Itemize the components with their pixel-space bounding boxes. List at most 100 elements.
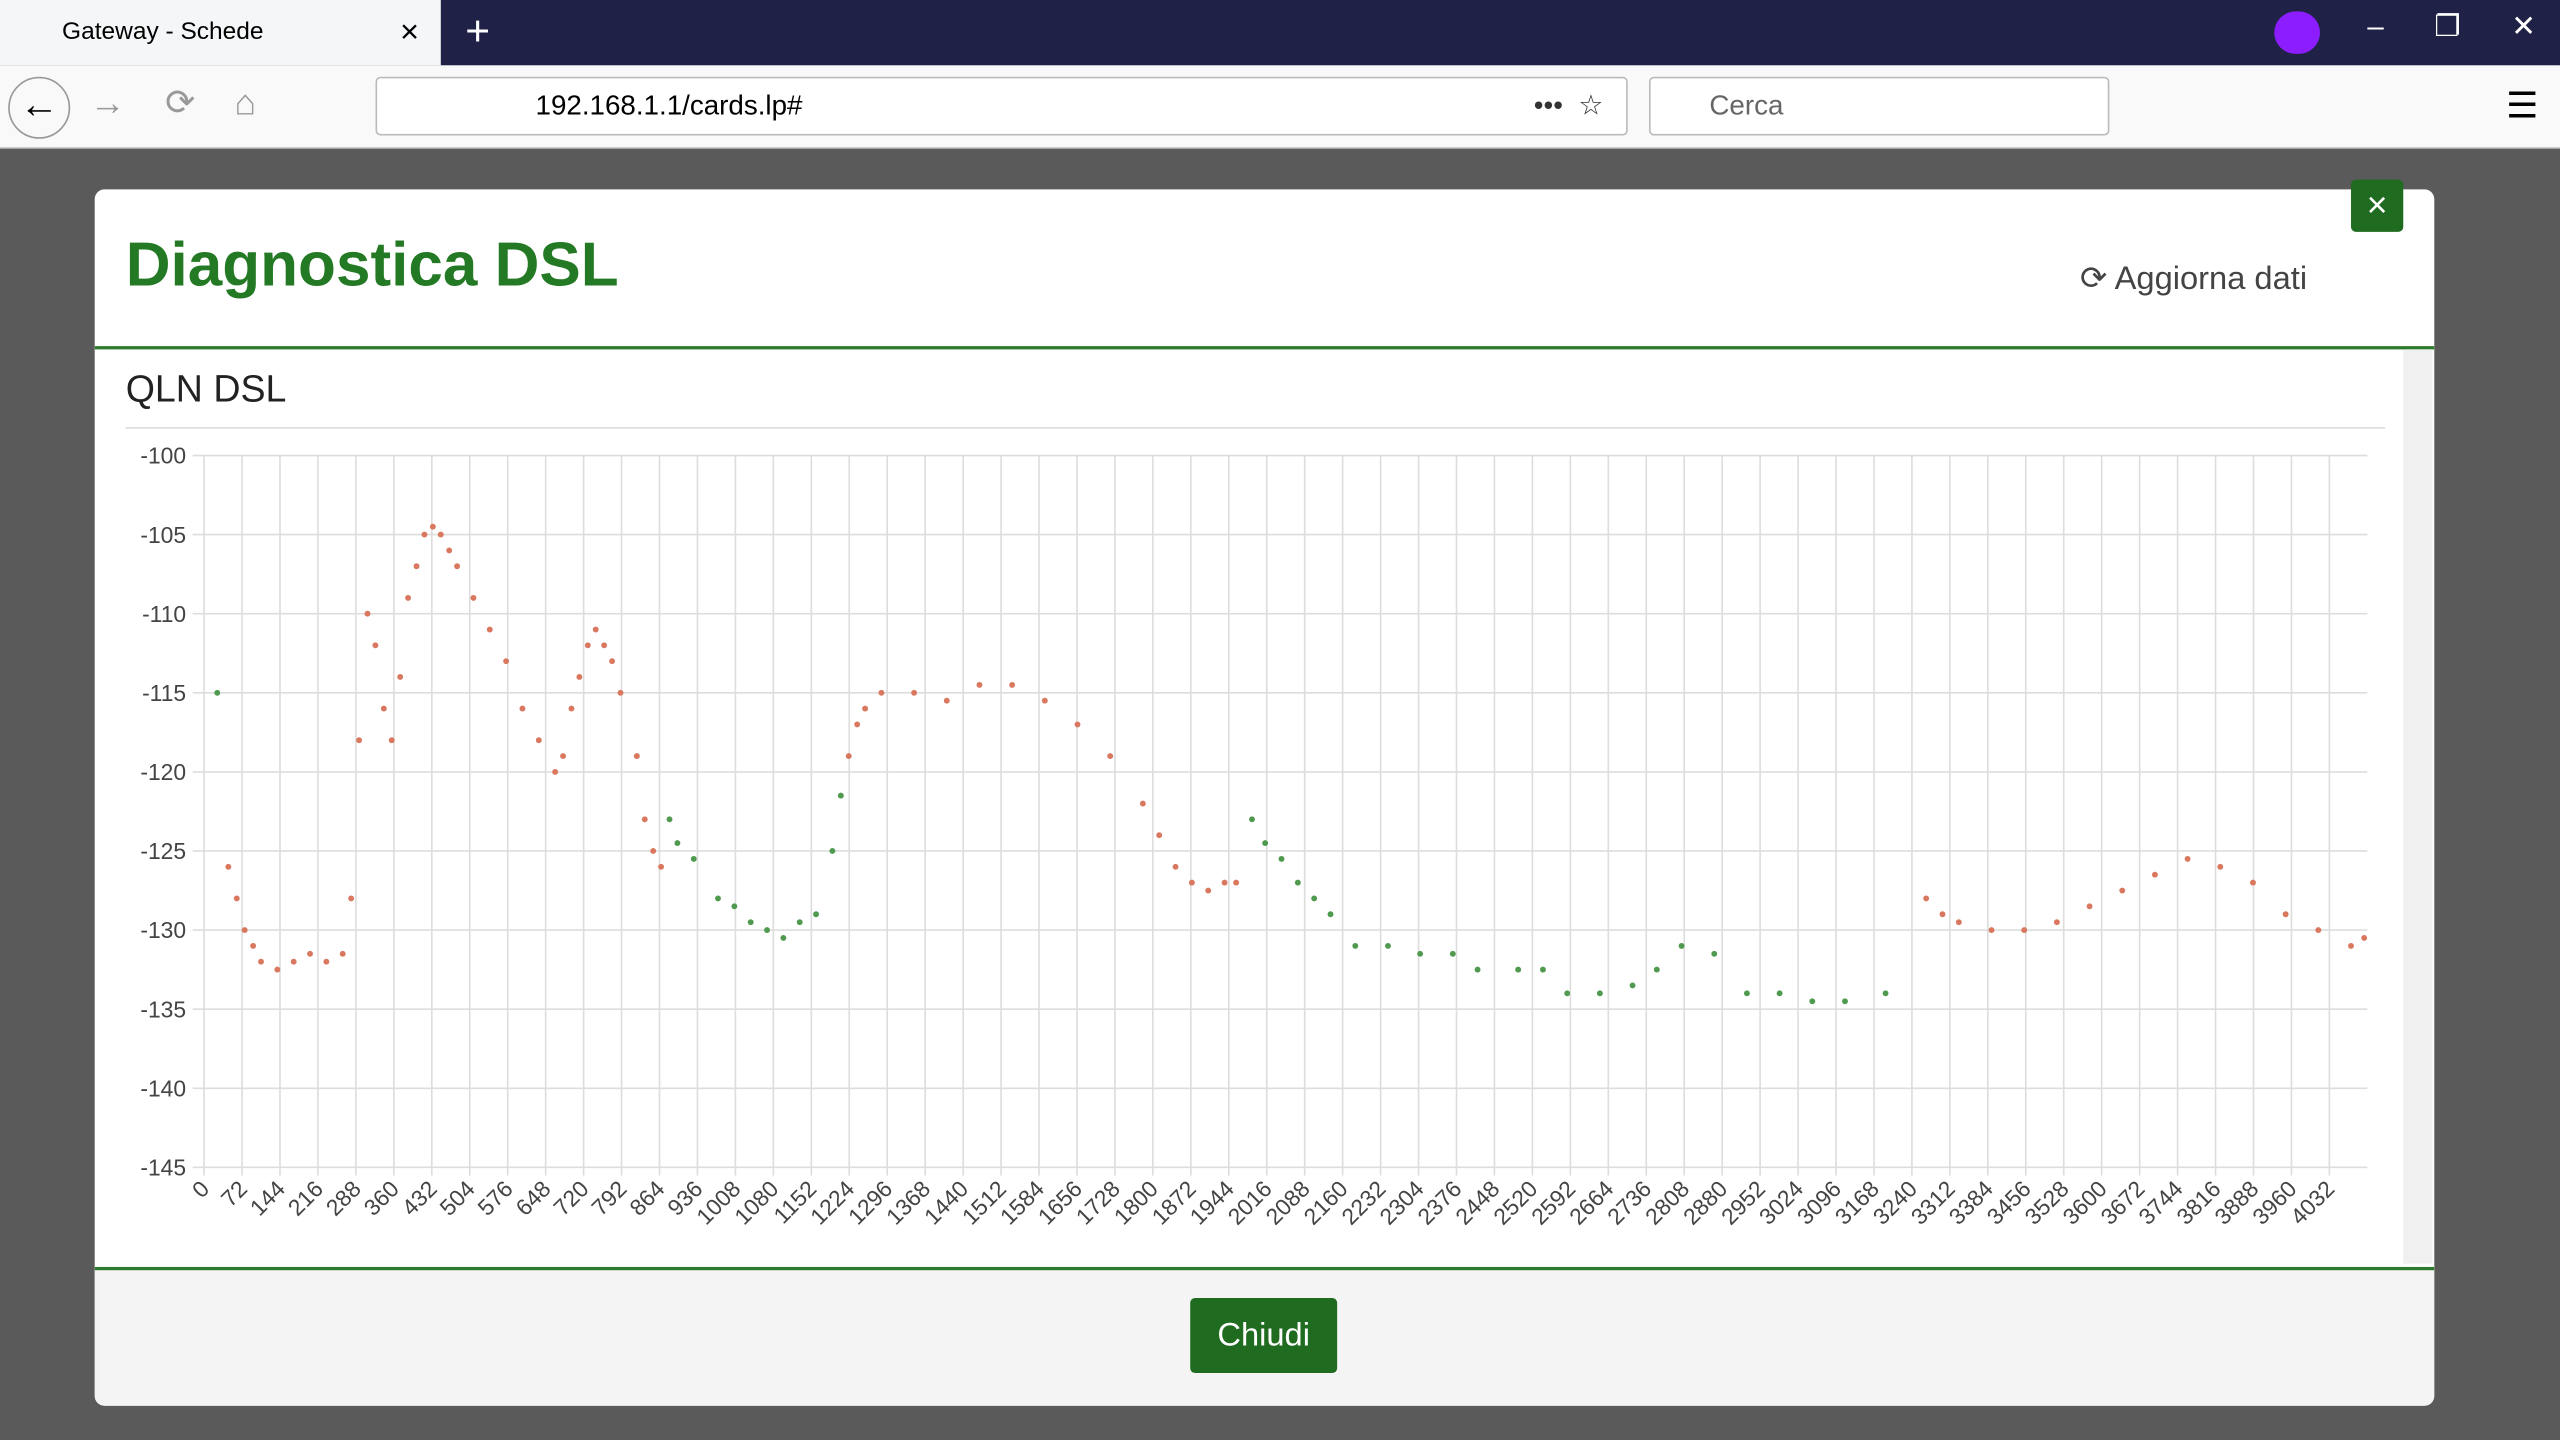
data-point — [486, 626, 493, 633]
data-point — [854, 721, 861, 728]
data-point — [1172, 863, 1179, 870]
data-point — [829, 848, 836, 854]
data-point — [1311, 895, 1318, 902]
data-point — [1596, 990, 1603, 997]
data-point — [2151, 871, 2158, 878]
data-point — [1107, 753, 1114, 760]
x-tick-label: 4032 — [2285, 1175, 2339, 1229]
x-tick-label: 360 — [359, 1175, 404, 1220]
refresh-label: Aggiorna dati — [2114, 261, 2308, 298]
data-point — [650, 848, 657, 854]
data-point — [609, 658, 616, 665]
modal-header: Diagnostica DSL ⟳ Aggiorna dati — [94, 189, 2435, 350]
nav-buttons[interactable]: → ⟳ ⌂ — [89, 81, 257, 123]
data-point — [1988, 927, 1995, 934]
search-bar[interactable]: Cerca — [1648, 76, 2110, 136]
modal-title: Diagnostica DSL — [125, 231, 619, 301]
data-point — [1629, 982, 1636, 989]
data-point — [446, 547, 453, 554]
data-point — [323, 958, 330, 965]
data-point — [2361, 935, 2368, 941]
data-point — [1009, 681, 1016, 688]
data-point — [1955, 919, 1962, 926]
data-point — [764, 927, 770, 934]
data-point — [813, 911, 819, 918]
x-tick-label: 720 — [548, 1175, 593, 1220]
data-point — [1262, 840, 1269, 847]
private-icon — [2274, 11, 2320, 54]
data-point — [2250, 879, 2256, 886]
data-point — [1882, 990, 1889, 997]
data-point — [943, 697, 950, 704]
modal-close-x[interactable]: × — [2351, 179, 2404, 232]
data-point — [633, 753, 640, 760]
x-tick-label: 792 — [586, 1175, 631, 1220]
y-tick-label: -110 — [142, 601, 186, 627]
data-point — [601, 642, 608, 649]
close-button[interactable]: Chiudi — [1190, 1297, 1338, 1374]
data-point — [2315, 927, 2322, 934]
data-point — [1249, 816, 1255, 823]
data-point — [250, 942, 257, 949]
x-tick-label: 144 — [245, 1175, 291, 1221]
data-point — [503, 658, 510, 665]
data-point — [690, 855, 697, 862]
data-point — [1678, 942, 1685, 949]
y-tick-label: -125 — [140, 838, 186, 864]
data-point — [2348, 942, 2354, 949]
data-point — [666, 816, 673, 823]
data-point — [878, 689, 885, 696]
back-button[interactable]: ← — [8, 76, 71, 139]
data-point — [617, 689, 624, 696]
data-point — [862, 705, 869, 712]
data-point — [405, 594, 412, 601]
data-point — [1939, 911, 1946, 918]
data-point — [241, 927, 248, 934]
data-point — [2086, 903, 2093, 910]
data-point — [356, 737, 362, 744]
refresh-button[interactable]: ⟳ Aggiorna dati — [2080, 261, 2308, 298]
y-tick-label: -105 — [140, 522, 186, 548]
data-point — [1278, 855, 1285, 862]
x-tick-label: 432 — [397, 1175, 442, 1220]
y-tick-label: -135 — [140, 996, 186, 1022]
data-point — [380, 705, 387, 712]
data-point — [1842, 998, 1848, 1005]
new-tab[interactable]: + — [465, 6, 491, 56]
data-point — [2119, 887, 2126, 894]
tab[interactable]: Gateway - Schede × — [0, 0, 441, 66]
data-point — [348, 895, 355, 902]
data-point — [1474, 966, 1481, 973]
url-bar[interactable]: 192.168.1.1/cards.lp# ••• ☆ — [375, 76, 1628, 136]
window-controls[interactable]: – ❐ ✕ — [2367, 9, 2536, 43]
data-point — [976, 681, 983, 688]
data-point — [592, 626, 599, 633]
data-point — [845, 753, 852, 760]
data-point — [674, 840, 681, 847]
tab-strip: Gateway - Schede × + – ❐ ✕ — [0, 0, 2560, 66]
y-tick-label: -130 — [140, 917, 186, 943]
menu-button[interactable]: ☰ — [2506, 84, 2539, 126]
search-placeholder: Cerca — [1709, 89, 1784, 121]
x-tick-label: 288 — [321, 1175, 366, 1220]
modal: Diagnostica DSL ⟳ Aggiorna dati Chiudi — [94, 189, 2435, 1406]
scrollbar[interactable] — [2403, 349, 2433, 1264]
data-point — [274, 966, 281, 973]
data-point — [2021, 927, 2028, 934]
data-point — [413, 563, 420, 570]
data-point — [1923, 895, 1930, 902]
data-point — [1743, 990, 1750, 997]
data-point — [1564, 990, 1571, 997]
x-tick-label: 216 — [283, 1175, 328, 1220]
data-point — [429, 523, 436, 530]
data-point — [560, 753, 566, 760]
data-point — [1074, 721, 1081, 728]
data-point — [1233, 879, 1240, 886]
data-point — [2184, 855, 2191, 862]
y-tick-label: -145 — [140, 1155, 186, 1181]
y-tick-label: -120 — [140, 759, 186, 785]
data-point — [1540, 966, 1546, 973]
data-point — [796, 919, 803, 926]
data-point — [1188, 879, 1195, 886]
